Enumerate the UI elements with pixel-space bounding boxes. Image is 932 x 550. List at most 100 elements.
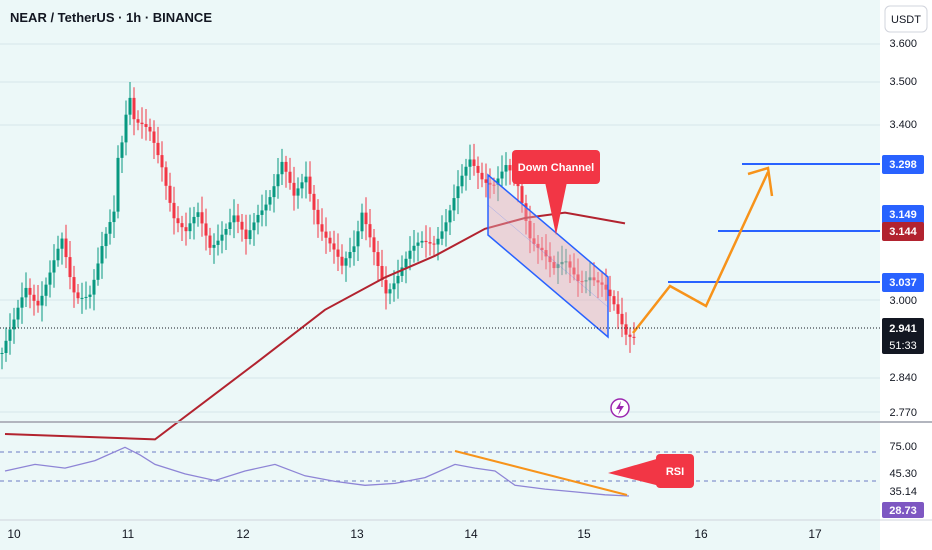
candle-body	[480, 172, 484, 180]
candle-body	[156, 142, 160, 156]
candle-body	[16, 307, 20, 320]
candle-body	[164, 167, 168, 186]
down-channel-label: Down Channel	[518, 162, 594, 174]
candle-body	[536, 243, 540, 248]
candle-body	[220, 234, 224, 241]
candle-body	[456, 186, 460, 199]
candle-body	[580, 281, 584, 283]
candle-body	[60, 238, 64, 249]
rsi-current: 28.73	[889, 505, 917, 517]
candle-body	[548, 256, 552, 263]
candle-body	[264, 204, 268, 211]
candle-body	[212, 244, 216, 248]
candle-body	[92, 279, 96, 295]
candle-body	[448, 210, 452, 223]
rsi-label-box	[656, 454, 694, 488]
candle-body	[56, 248, 60, 261]
candle-body	[112, 211, 116, 223]
candle-body	[128, 97, 132, 115]
candle-body	[392, 283, 396, 290]
time-tick: 14	[464, 527, 478, 541]
candle-body	[116, 157, 120, 212]
rsi-tick: 75.00	[889, 441, 917, 453]
price-axis[interactable]: USDT 3.600 3.500 3.400 3.000 2.840 2.770…	[882, 5, 928, 518]
currency-label: USDT	[891, 14, 921, 26]
currency-badge[interactable]	[884, 5, 928, 33]
candle-body	[180, 223, 184, 228]
candle-body	[28, 287, 32, 295]
candle-body	[244, 229, 248, 240]
candle-body	[576, 274, 580, 282]
time-tick: 10	[7, 527, 21, 541]
candle-body	[284, 161, 288, 172]
candle-body	[500, 171, 504, 179]
candle-body	[556, 264, 560, 269]
moving-average-line	[4, 211, 626, 441]
candle-body	[52, 260, 56, 273]
price-tick: 3.600	[889, 38, 917, 50]
flash-icon[interactable]	[610, 398, 630, 418]
candle-body	[40, 295, 44, 306]
rsi-tick: 35.14	[889, 486, 917, 498]
candle-body	[252, 222, 256, 231]
candle-body	[424, 240, 428, 243]
level-tag-3149-box	[882, 205, 924, 224]
level-tag-3298: 3.298	[889, 159, 917, 171]
candle-body	[368, 224, 372, 238]
down-channel-label-box	[512, 150, 600, 184]
rsi-divergence-line[interactable]	[454, 450, 628, 496]
price-tick: 3.000	[889, 295, 917, 307]
candle-body	[356, 231, 360, 247]
candle-body	[412, 245, 416, 251]
candle-body	[584, 280, 588, 282]
candle-body	[328, 237, 332, 244]
candle-body	[344, 258, 348, 266]
candle-body	[236, 215, 240, 222]
candle-body	[460, 175, 464, 187]
candle-body	[88, 294, 92, 297]
candle-body	[48, 272, 52, 285]
rsi-callout[interactable]: RSI	[608, 454, 694, 488]
candle-body	[564, 261, 568, 263]
candle-body	[396, 275, 400, 284]
candle-body	[324, 231, 328, 238]
candle-body	[568, 261, 572, 268]
candle-body	[184, 227, 188, 232]
candle-body	[520, 186, 524, 204]
level-tag-3149: 3.149	[889, 209, 917, 221]
down-channel-callout[interactable]: Down Channel	[512, 150, 600, 235]
candle-body	[316, 209, 320, 225]
rsi-line	[4, 446, 630, 497]
candle-body	[188, 223, 192, 232]
candle-body	[416, 242, 420, 246]
candle-body	[528, 220, 532, 239]
candle-body	[124, 114, 128, 143]
candle-body	[476, 165, 480, 173]
price-tick: 2.840	[889, 372, 917, 384]
candle-body	[300, 182, 304, 189]
candle-body	[340, 256, 344, 266]
level-tag-3037-box	[882, 273, 924, 292]
down-channel[interactable]	[487, 173, 609, 339]
candle-body	[232, 215, 236, 223]
candle-body	[8, 329, 12, 341]
candle-body	[444, 222, 448, 232]
projection-path[interactable]	[632, 171, 770, 334]
candle-body	[492, 184, 496, 186]
candle-body	[152, 131, 156, 143]
chart-title: NEAR / TetherUS · 1h · BINANCE	[10, 10, 212, 25]
candle-body	[604, 284, 608, 290]
candle-body	[376, 252, 380, 266]
candle-body	[12, 319, 16, 330]
ma-tag: 3.144	[889, 226, 917, 238]
candle-body	[172, 202, 176, 219]
candle-body	[84, 296, 88, 298]
candle-body	[168, 185, 172, 203]
candle-body	[100, 246, 104, 264]
candle-body	[496, 178, 500, 185]
candle-body	[276, 174, 280, 187]
candle-body	[552, 262, 556, 269]
candle-body	[560, 261, 564, 265]
